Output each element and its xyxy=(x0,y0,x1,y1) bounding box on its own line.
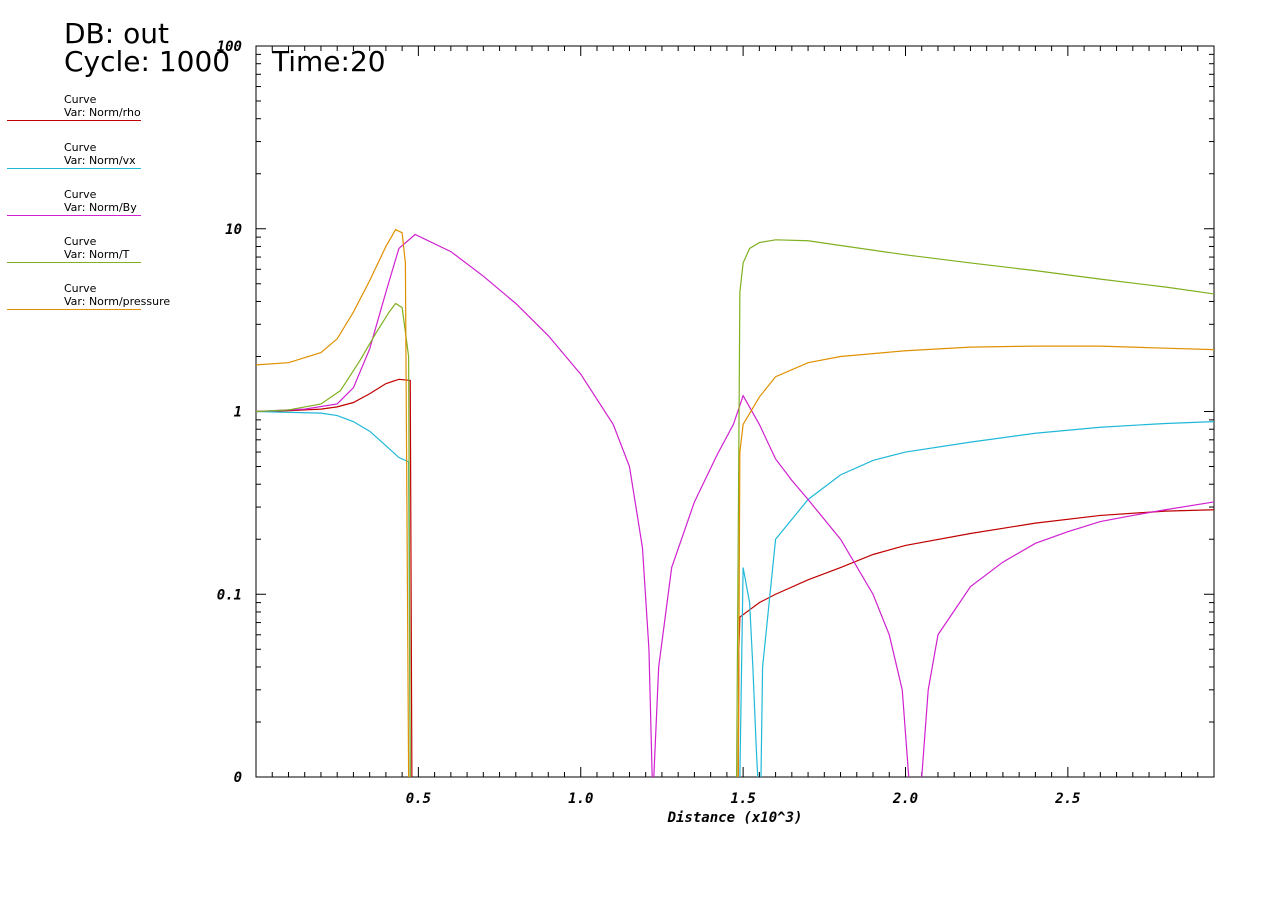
legend-curve-label: Curve xyxy=(64,141,97,154)
x-tick-label: 1.5 xyxy=(730,791,755,807)
legend-item-rho: Curve Var: Norm/rho xyxy=(7,94,187,124)
legend-item-t: Curve Var: Norm/T xyxy=(7,236,187,266)
time-label: Time:20 xyxy=(272,45,386,78)
x-tick-label: 2.0 xyxy=(892,791,918,807)
tick-labels: 0.5 1.0 1.5 2.0 2.5 0 0.1 1 10 100 xyxy=(217,39,1081,807)
x-tick-label: 1.0 xyxy=(568,791,593,807)
series-line-vx xyxy=(255,410,1215,778)
legend-curve-label: Curve xyxy=(64,282,97,295)
legend-swatch xyxy=(7,262,141,263)
y-tick-label: 10 xyxy=(225,222,242,238)
legend-swatch xyxy=(7,215,141,216)
legend-var-label: Var: Norm/pressure xyxy=(64,295,171,308)
legend-curve-label: Curve xyxy=(64,188,97,201)
series-lines xyxy=(255,228,1215,778)
series-line-pressure xyxy=(255,228,1215,778)
legend-swatch xyxy=(7,120,141,121)
y-tick-label: 1 xyxy=(234,405,242,421)
series-line-T xyxy=(255,239,1215,778)
legend-item-by: Curve Var: Norm/By xyxy=(7,189,187,219)
y-tick-label: 0 xyxy=(234,770,242,786)
plot-frame xyxy=(255,45,1215,778)
legend-var-label: Var: Norm/By xyxy=(64,201,137,214)
series-line-rho xyxy=(255,378,1215,778)
x-tick-label: 0.5 xyxy=(406,791,431,807)
legend-item-vx: Curve Var: Norm/vx xyxy=(7,142,187,172)
y-tick-label: 0.1 xyxy=(217,587,242,603)
series-line-By xyxy=(255,233,1215,778)
db-label: DB: out xyxy=(64,17,169,50)
axis-ticks xyxy=(256,46,1215,778)
legend-curve-label: Curve xyxy=(64,235,97,248)
legend-item-pressure: Curve Var: Norm/pressure xyxy=(7,283,187,313)
legend-var-label: Var: Norm/vx xyxy=(64,154,136,167)
cycle-label: Cycle: 1000 xyxy=(64,45,231,78)
legend-curve-label: Curve xyxy=(64,93,97,106)
legend-var-label: Var: Norm/rho xyxy=(64,106,141,119)
legend-swatch xyxy=(7,309,141,310)
x-axis-title: Distance (x10^3) xyxy=(667,810,803,826)
y-tick-label: 100 xyxy=(217,39,242,55)
legend-swatch xyxy=(7,168,141,169)
legend-var-label: Var: Norm/T xyxy=(64,248,130,261)
x-tick-label: 2.5 xyxy=(1054,791,1080,807)
